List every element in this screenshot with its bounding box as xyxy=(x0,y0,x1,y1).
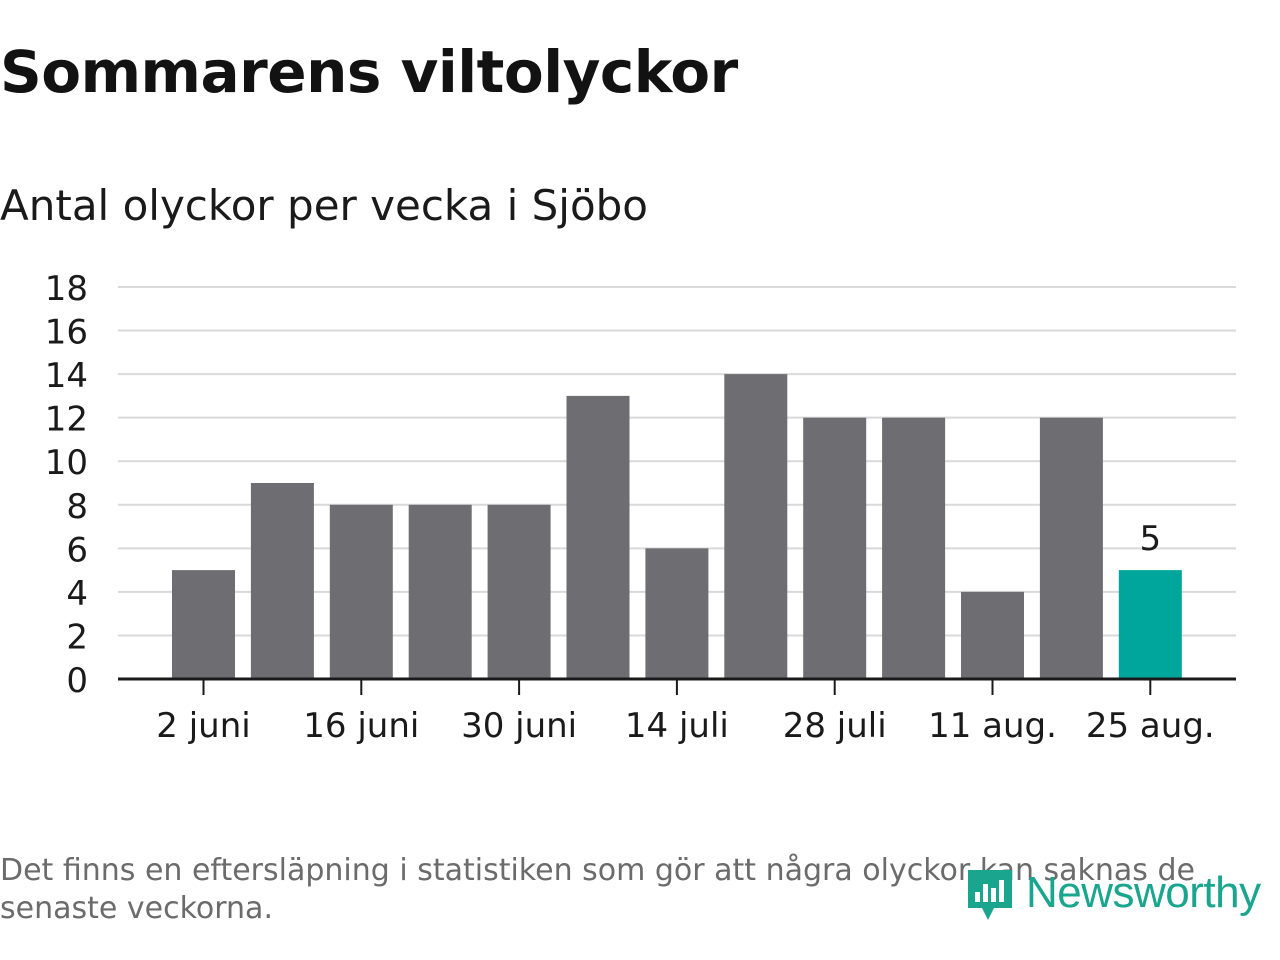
bar-23-juni xyxy=(408,504,472,679)
x-tick-label: 25 aug. xyxy=(1086,706,1215,746)
x-tick-label: 30 juni xyxy=(461,706,577,746)
y-tick-label: 12 xyxy=(45,400,88,440)
x-tick-label: 2 juni xyxy=(156,706,250,746)
bar-21-juli xyxy=(724,374,788,679)
y-tick-label: 14 xyxy=(45,356,88,396)
x-tick-label: 14 juli xyxy=(625,706,729,746)
newsworthy-logo: Newsworthy xyxy=(964,862,1261,924)
chart-title: Sommarens viltolyckor xyxy=(0,38,738,106)
bar-9-juni xyxy=(250,483,314,679)
bar-18-aug- xyxy=(1039,417,1103,679)
bar-2-juni xyxy=(172,570,235,679)
newsworthy-logo-icon xyxy=(968,870,1012,920)
logo-text: Newsworthy xyxy=(1026,868,1261,917)
bar-4-aug- xyxy=(882,417,946,679)
x-tick-label: 11 aug. xyxy=(928,706,1057,746)
y-tick-label: 18 xyxy=(45,269,88,309)
bar-14-juli xyxy=(645,548,709,679)
bar-7-juli xyxy=(566,395,630,679)
y-tick-label: 4 xyxy=(66,574,88,614)
bar-25-aug- xyxy=(1118,570,1182,679)
data-label: 5 xyxy=(1139,519,1161,559)
chart-subtitle: Antal olyckor per vecka i Sjöbo xyxy=(0,181,649,230)
bar-11-aug- xyxy=(961,591,1024,679)
y-tick-label: 8 xyxy=(66,487,88,527)
y-tick-label: 16 xyxy=(45,313,88,353)
x-tick-label: 28 juli xyxy=(783,706,887,746)
y-tick-label: 10 xyxy=(45,443,88,483)
y-tick-label: 6 xyxy=(66,530,88,570)
bar-28-juli xyxy=(803,417,867,679)
x-tick-label: 16 juni xyxy=(303,706,419,746)
bar-30-juni xyxy=(487,504,551,679)
y-tick-label: 2 xyxy=(66,617,88,657)
y-tick-label: 0 xyxy=(66,661,88,701)
bar-16-juni xyxy=(329,504,393,679)
